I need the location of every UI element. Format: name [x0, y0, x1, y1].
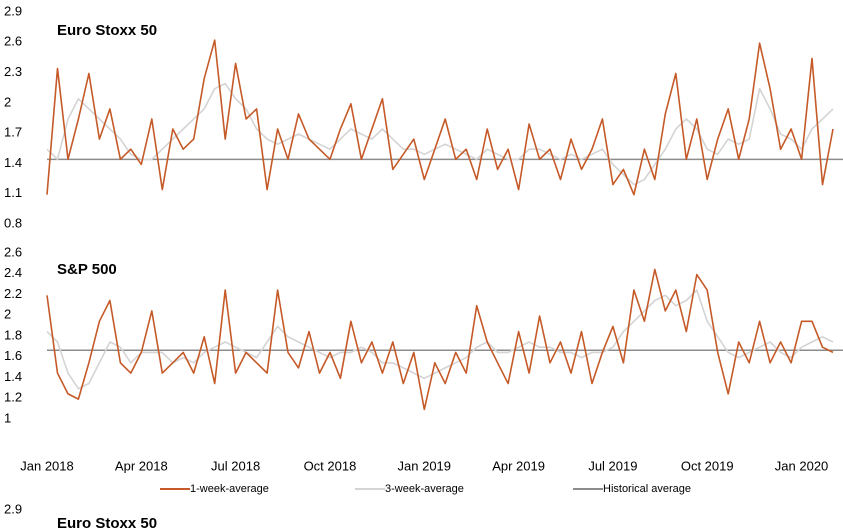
three-week-line — [46, 82, 834, 186]
y-tick-label: 2.6 — [4, 34, 22, 49]
x-tick-label: Jul 2019 — [588, 458, 637, 473]
y-tick-label: 1.4 — [4, 155, 22, 170]
panel-title: Euro Stoxx 50 — [57, 515, 157, 528]
x-tick-label: Jan 2019 — [398, 458, 452, 473]
y-tick-label: 1.4 — [4, 369, 22, 384]
y-tick-label: 2.6 — [4, 244, 22, 259]
y-tick-label: 2 — [4, 307, 11, 322]
y-tick-label: 0.8 — [4, 215, 22, 230]
legend-label: Historical average — [603, 483, 691, 495]
x-tick-label: Jul 2018 — [211, 458, 260, 473]
x-tick-label: Jan 2020 — [775, 458, 829, 473]
x-tick-label: Oct 2019 — [681, 458, 734, 473]
y-tick-label: 1.1 — [4, 185, 22, 200]
y-tick-label: 2.3 — [4, 64, 22, 79]
x-tick-label: Apr 2018 — [115, 458, 168, 473]
panel-title: S&P 500 — [57, 261, 117, 278]
y-tick-label: 1.8 — [4, 327, 22, 342]
y-tick-label: 2.4 — [4, 265, 22, 280]
one-week-line — [46, 39, 834, 196]
x-tick-label: Jan 2018 — [20, 458, 74, 473]
legend-label: 3-week-average — [385, 483, 464, 495]
y-tick-label: 2 — [4, 94, 11, 109]
x-tick-label: Oct 2018 — [304, 458, 357, 473]
y-tick-label: 1.7 — [4, 125, 22, 140]
y-tick-label: 2.9 — [4, 501, 22, 516]
panel-title: Euro Stoxx 50 — [57, 22, 157, 39]
y-tick-label: 1 — [4, 410, 11, 425]
y-tick-label: 1.2 — [4, 390, 22, 405]
x-tick-label: Apr 2019 — [492, 458, 545, 473]
legend-label: 1-week-average — [190, 483, 269, 495]
y-tick-label: 2.9 — [4, 3, 22, 18]
one-week-line — [46, 268, 834, 411]
y-tick-label: 2.2 — [4, 286, 22, 301]
three-week-line — [46, 289, 834, 390]
y-tick-label: 1.6 — [4, 348, 22, 363]
